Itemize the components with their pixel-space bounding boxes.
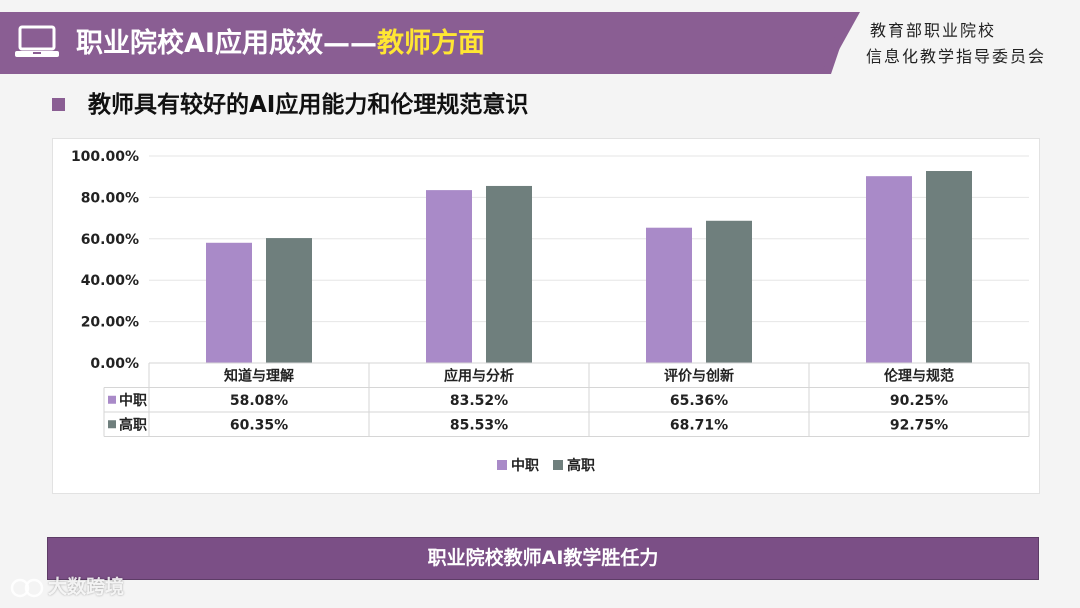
bullet-square — [52, 98, 65, 111]
table-legend-swatch — [108, 420, 116, 429]
data-label: 65.36% — [670, 393, 728, 409]
data-label: 83.52% — [450, 393, 508, 409]
bar — [866, 176, 912, 363]
y-tick-label: 80.00% — [81, 190, 139, 206]
bar — [926, 171, 972, 363]
title-highlight: 教师方面 — [376, 28, 485, 59]
legend-swatch — [553, 460, 563, 470]
chart-frame: 0.00% 20.00% 40.00% 60.00% 80.00% 100.00% 知道与理… — [52, 138, 1040, 494]
data-label: 92.75% — [890, 417, 948, 433]
data-label: 60.35% — [230, 417, 288, 433]
y-tick-label: 100.00% — [71, 149, 139, 165]
data-label: 58.08% — [230, 393, 288, 409]
title-prefix: 职业院校AI应用成效—— — [76, 28, 377, 59]
footer-banner: 职业院校教师AI教学胜任力 — [47, 537, 1039, 580]
legend-swatch — [497, 460, 507, 470]
y-tick-label: 40.00% — [81, 273, 139, 289]
legend-label: 中职 — [511, 457, 539, 474]
page-title: 职业院校AI应用成效——教师方面 — [76, 24, 485, 64]
bar — [486, 185, 532, 363]
table-legend-swatch — [108, 395, 116, 404]
header-band — [0, 12, 860, 74]
x-tick-label: 伦理与规范 — [884, 367, 954, 384]
data-label: 90.25% — [890, 393, 948, 409]
x-tick-label: 知道与理解 — [224, 367, 294, 384]
y-tick-label: 0.00% — [90, 356, 139, 372]
slide-subtitle: 教师具有较好的AI应用能力和伦理规范意识 — [88, 92, 529, 118]
bar — [206, 242, 252, 363]
bar-chart: 0.00% 20.00% 40.00% 60.00% 80.00% 100.00% 知道与理… — [71, 149, 1030, 474]
data-label: 68.71% — [670, 417, 728, 433]
y-tick-label: 60.00% — [81, 232, 139, 248]
laptop-icon — [15, 25, 59, 57]
bar — [706, 220, 752, 363]
watermark-logo-icon — [10, 578, 44, 597]
legend-label: 高职 — [567, 457, 595, 474]
bar — [426, 190, 472, 363]
bar — [646, 227, 692, 363]
x-tick-label: 评价与创新 — [664, 367, 734, 384]
watermark-text: 大数跨境 — [48, 576, 125, 598]
org-name: 教育部职业院校 信息化教学指导委员会 — [866, 18, 1076, 70]
x-tick-label: 应用与分析 — [444, 367, 514, 384]
table-series-name: 高职 — [119, 416, 147, 433]
data-label: 85.53% — [450, 417, 508, 433]
org-line-2: 信息化教学指导委员会 — [866, 47, 1047, 66]
table-series-name: 中职 — [119, 392, 147, 409]
y-tick-label: 20.00% — [81, 315, 139, 331]
org-line-1: 教育部职业院校 — [870, 21, 997, 40]
bar — [266, 238, 312, 363]
watermark: 大数跨境 — [10, 572, 124, 602]
